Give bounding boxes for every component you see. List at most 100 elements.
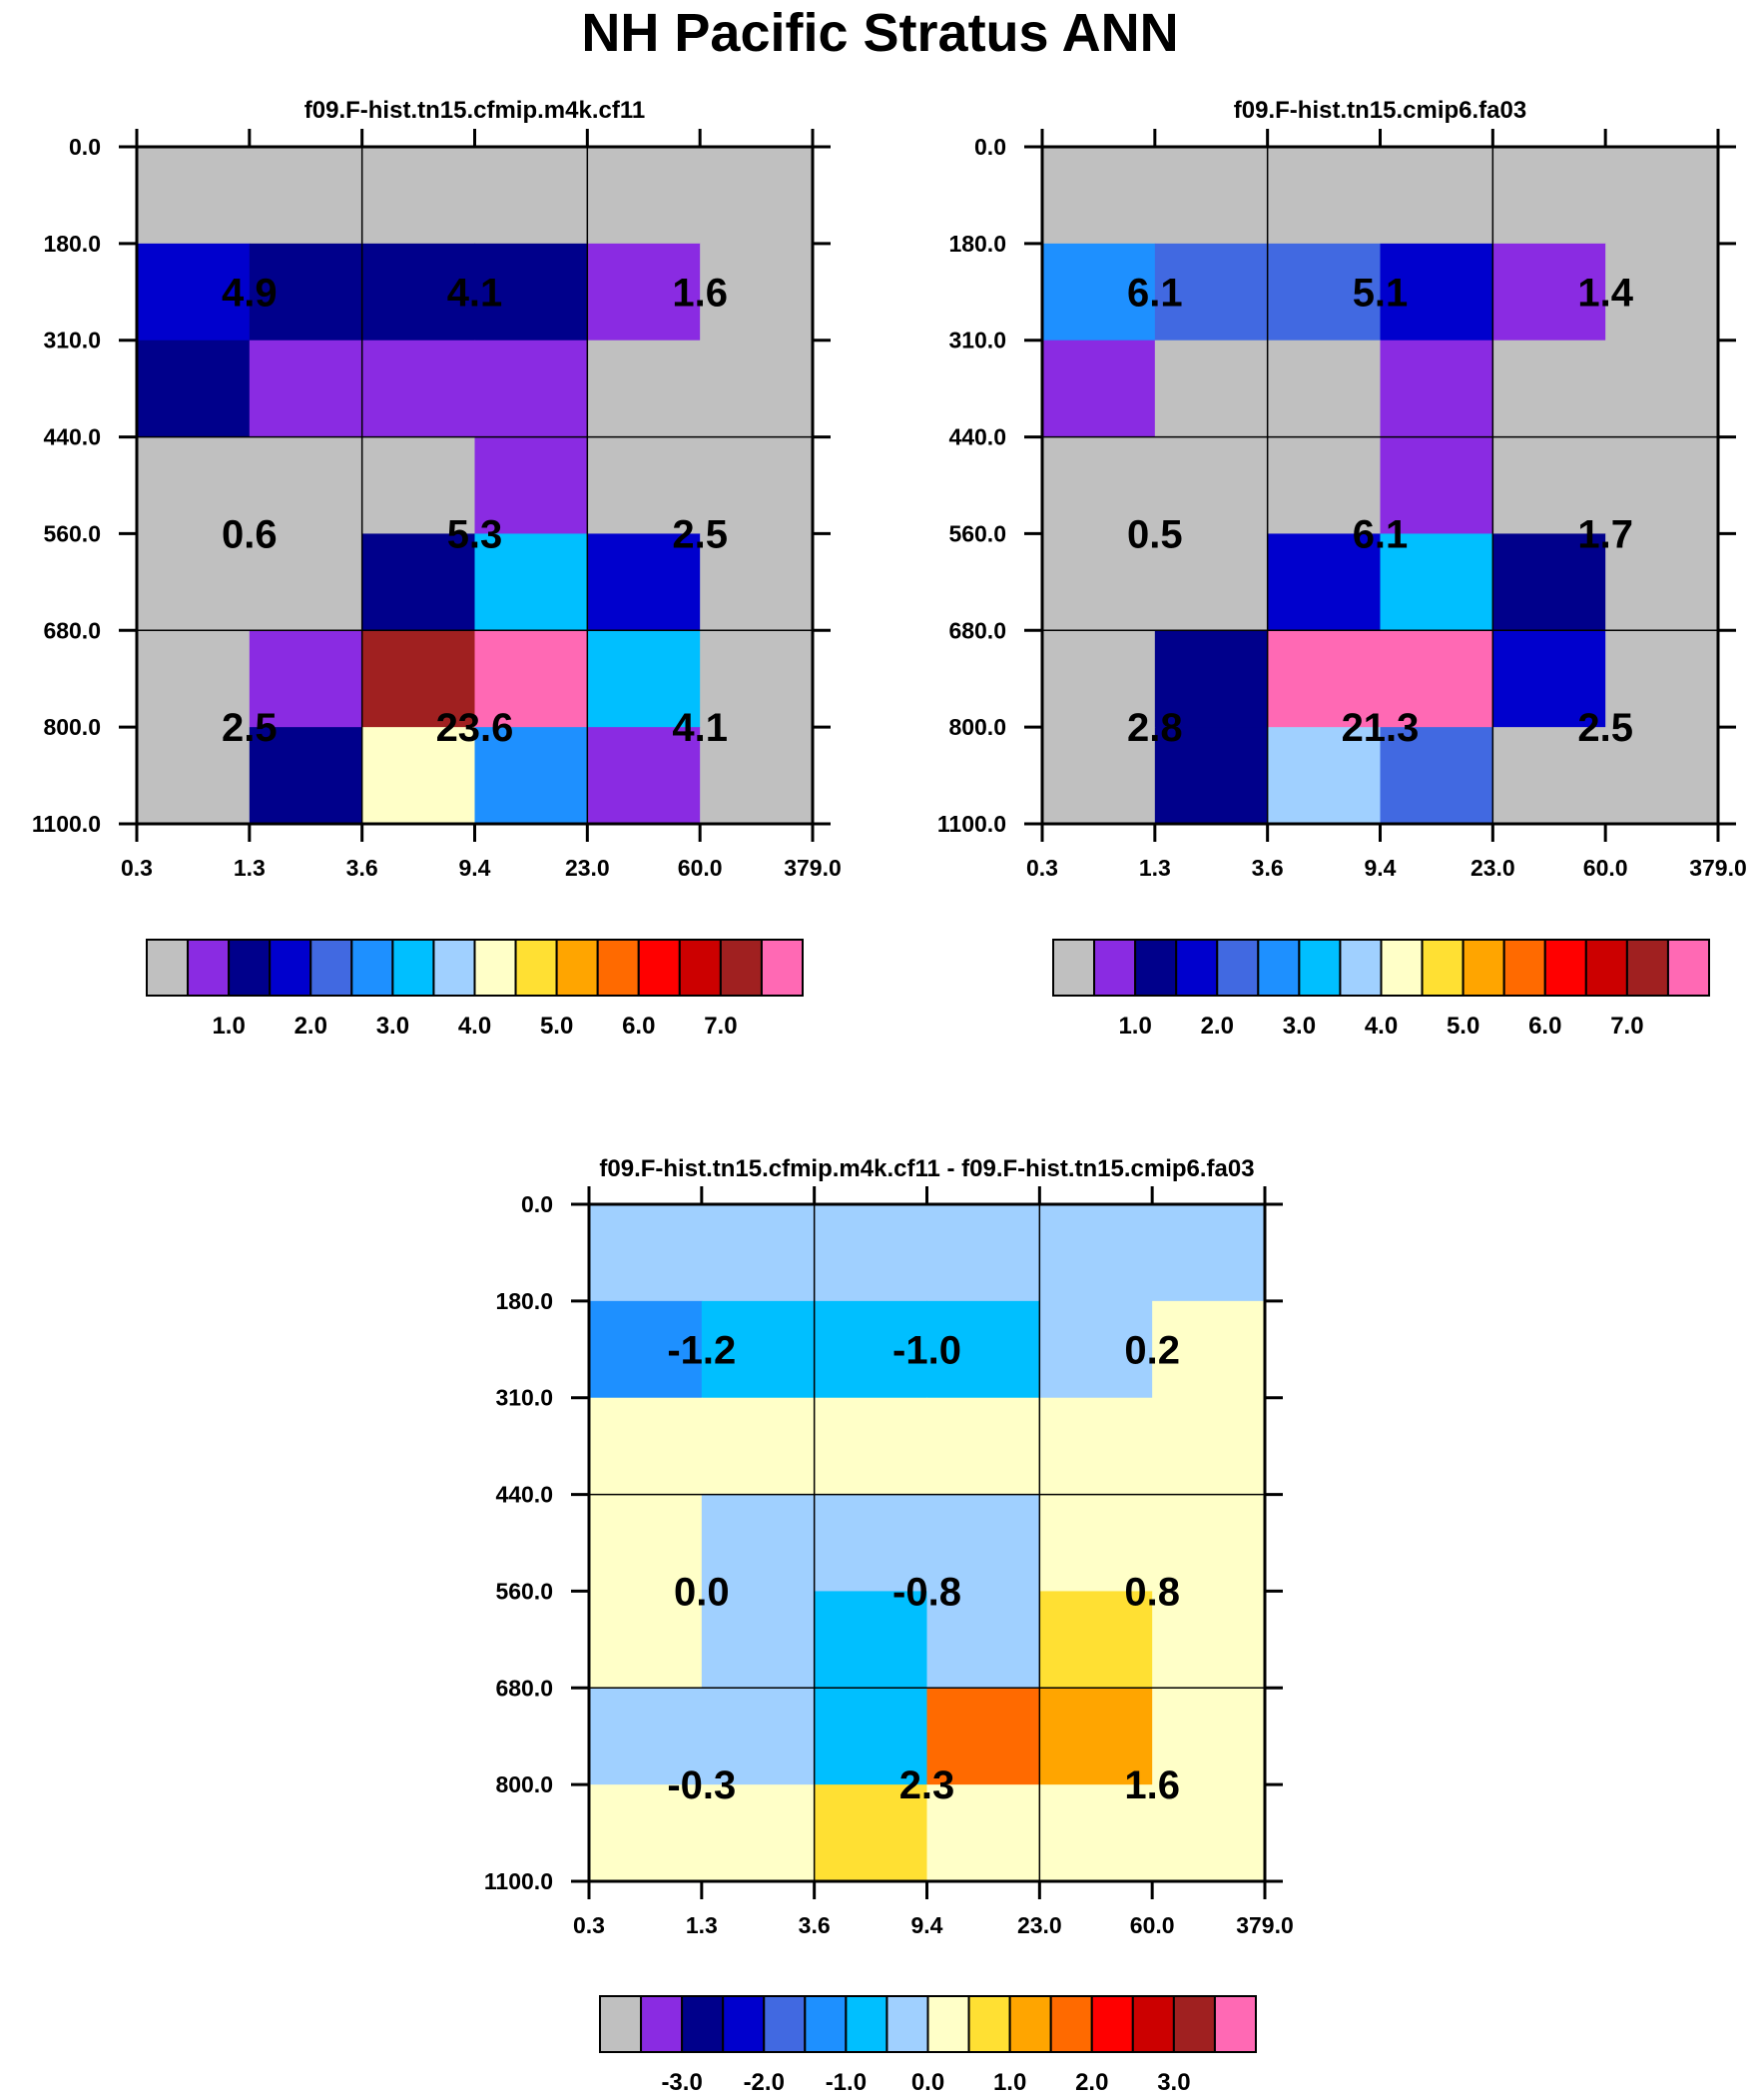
heatmap-cell bbox=[1492, 727, 1606, 825]
heatmap-cell bbox=[361, 533, 476, 631]
heatmap-cell bbox=[701, 1494, 816, 1593]
heatmap-cell bbox=[701, 1688, 816, 1785]
colorbar-swatch bbox=[1462, 939, 1505, 997]
region-value: 5.3 bbox=[447, 512, 503, 556]
colorbar-swatch bbox=[1090, 1995, 1134, 2053]
heatmap-cell bbox=[589, 1397, 703, 1496]
x-tick-label: 23.0 bbox=[1017, 1912, 1062, 1938]
colorbar-swatch bbox=[187, 939, 231, 997]
heatmap-cell bbox=[589, 1494, 703, 1593]
region-value: 0.8 bbox=[1124, 1570, 1180, 1614]
colorbar-swatch bbox=[1339, 939, 1383, 997]
heatmap-cell bbox=[137, 340, 251, 438]
colorbar-swatch bbox=[228, 939, 272, 997]
colorbar-label: 3.0 bbox=[376, 1013, 409, 1040]
colorbar-swatch bbox=[1666, 939, 1710, 997]
heatmap-cell bbox=[589, 1688, 703, 1785]
colorbar-1: 1.0 2.0 3.0 4.0 5.0 6.0 7.0 bbox=[146, 939, 804, 1040]
colorbar-label: 1.0 bbox=[1118, 1013, 1151, 1040]
heatmap-cell bbox=[589, 1204, 703, 1302]
x-tick-label: 1.3 bbox=[234, 855, 266, 881]
colorbar-swatch bbox=[967, 1995, 1011, 2053]
heatmap-cell bbox=[249, 630, 363, 728]
colorbar-swatch bbox=[637, 939, 681, 997]
heatmap-cell bbox=[814, 1204, 928, 1302]
colorbar-label: 1.0 bbox=[212, 1013, 245, 1040]
heatmap-cell bbox=[474, 340, 588, 438]
x-tick-label: 379.0 bbox=[1236, 1912, 1294, 1938]
colorbar-swatch bbox=[681, 1995, 725, 2053]
y-tick-label: 310.0 bbox=[948, 328, 1006, 353]
colorbar-swatch bbox=[473, 939, 517, 997]
heatmap-cell bbox=[137, 630, 251, 728]
heatmap-cell bbox=[1267, 436, 1382, 535]
colorbar-label: 5.0 bbox=[540, 1013, 573, 1040]
colorbar-label: -1.0 bbox=[826, 2069, 867, 2096]
y-tick-label: 680.0 bbox=[495, 1675, 553, 1701]
heatmap-cell bbox=[137, 147, 251, 245]
heatmap-cell bbox=[1380, 243, 1493, 342]
heatmap-cell bbox=[361, 243, 476, 342]
heatmap-cell bbox=[249, 340, 363, 438]
colorbar-swatch bbox=[1257, 939, 1301, 997]
colorbar-swatch bbox=[309, 939, 353, 997]
heatmap-cell bbox=[1152, 1300, 1266, 1399]
heatmap-cell bbox=[1605, 630, 1719, 728]
heatmap-cell bbox=[249, 147, 363, 245]
panel-title: f09.F-hist.tn15.cmip6.fa03 bbox=[1234, 97, 1526, 124]
colorbar-label: 2.0 bbox=[294, 1013, 327, 1040]
x-tick-label: 9.4 bbox=[459, 855, 491, 881]
y-tick-label: 680.0 bbox=[43, 617, 101, 643]
y-tick-label: 800.0 bbox=[43, 714, 101, 740]
heatmap-cell bbox=[1039, 1591, 1153, 1689]
x-tick-label: 23.0 bbox=[565, 855, 610, 881]
heatmap-cell bbox=[1152, 1397, 1266, 1496]
region-value: -0.3 bbox=[667, 1763, 736, 1807]
colorbar-2: 1.0 2.0 3.0 4.0 5.0 6.0 7.0 bbox=[1052, 939, 1710, 1040]
colorbar-swatch bbox=[640, 1995, 684, 2053]
heatmap-cell bbox=[701, 1397, 816, 1496]
colorbar-swatch bbox=[1625, 939, 1669, 997]
y-tick-label: 0.0 bbox=[974, 134, 1006, 160]
y-tick-label: 1100.0 bbox=[32, 811, 101, 837]
colorbar-swatch bbox=[269, 939, 312, 997]
panel-2: f09.F-hist.tn15.cmip6.fa03 0.0 180.0 310.0 4… bbox=[937, 97, 1747, 881]
x-tick-label: 9.4 bbox=[1365, 855, 1397, 881]
heatmap-cell bbox=[1605, 147, 1719, 245]
colorbar-swatch bbox=[1049, 1995, 1093, 2053]
colorbar-label: 4.0 bbox=[1365, 1013, 1398, 1040]
colorbar-swatch bbox=[1421, 939, 1465, 997]
region-value: 23.6 bbox=[436, 706, 514, 750]
heatmap-cell bbox=[1267, 243, 1382, 342]
heatmap-cell bbox=[589, 1784, 703, 1882]
heatmap-cell bbox=[700, 630, 814, 728]
y-tick-label: 1100.0 bbox=[937, 811, 1006, 837]
heatmap-cell bbox=[814, 1784, 928, 1882]
colorbar-label: -3.0 bbox=[661, 2069, 702, 2096]
y-tick-label: 560.0 bbox=[948, 520, 1006, 546]
y-tick-label: 560.0 bbox=[495, 1578, 553, 1604]
heatmap-cell bbox=[1042, 727, 1156, 825]
heatmap-cell bbox=[1267, 340, 1382, 438]
colorbar-label: 3.0 bbox=[1283, 1013, 1316, 1040]
heatmap-cell bbox=[701, 1591, 816, 1689]
x-tick-label: 60.0 bbox=[678, 855, 723, 881]
heatmap-cell bbox=[1152, 1688, 1266, 1785]
colorbar-label: 0.0 bbox=[911, 2069, 944, 2096]
y-tick-label: 440.0 bbox=[495, 1482, 553, 1508]
heatmap-cell bbox=[700, 340, 814, 438]
heatmap-cell bbox=[1492, 340, 1606, 438]
heatmap-cell bbox=[474, 436, 588, 535]
y-tick-label: 180.0 bbox=[43, 231, 101, 257]
panel-3: f09.F-hist.tn15.cfmip.m4k.cf11 - f09.F-h… bbox=[484, 1155, 1294, 1938]
colorbar-swatch bbox=[146, 939, 190, 997]
heatmap-cell bbox=[589, 1300, 703, 1399]
heatmap-cell bbox=[587, 533, 701, 631]
colorbar-swatch bbox=[350, 939, 394, 997]
y-tick-label: 310.0 bbox=[495, 1385, 553, 1411]
heatmap-cell bbox=[1492, 147, 1606, 245]
y-tick-label: 0.0 bbox=[69, 134, 101, 160]
x-tick-label: 60.0 bbox=[1583, 855, 1628, 881]
colorbar-swatch bbox=[1216, 939, 1260, 997]
